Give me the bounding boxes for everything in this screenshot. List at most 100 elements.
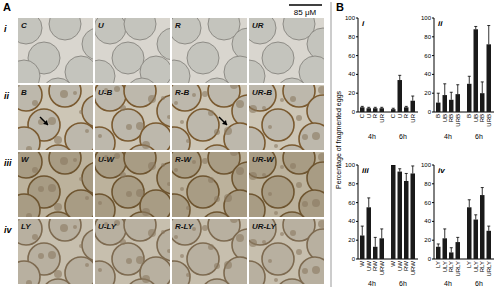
- debris: [98, 201, 102, 205]
- y-tick-label: 80: [424, 181, 431, 187]
- y-tick: [356, 55, 358, 56]
- y-tick: [432, 74, 434, 75]
- micrograph: [95, 152, 170, 217]
- debris: [262, 173, 266, 177]
- error-cap: [437, 93, 440, 94]
- error-bar: [380, 229, 383, 238]
- y-tick-label: 40: [424, 218, 431, 224]
- x-tick-label: UB: [442, 114, 448, 122]
- egg: [299, 56, 324, 83]
- error-bar: [380, 107, 383, 109]
- error-bar: [481, 82, 484, 93]
- error-bar: [374, 237, 377, 246]
- y-tick: [432, 240, 434, 241]
- egg: [95, 127, 115, 150]
- debris: [296, 249, 302, 255]
- x-tick-label: RW: [372, 261, 378, 271]
- error-line: [399, 169, 400, 172]
- debris: [236, 234, 244, 242]
- debris: [202, 158, 208, 164]
- debris: [48, 184, 56, 192]
- egg: [249, 18, 276, 44]
- y-tick-label: 0: [428, 256, 432, 262]
- image-label: UR-LY: [252, 222, 277, 231]
- egg: [262, 176, 294, 208]
- egg: [157, 162, 170, 194]
- image-label: W: [21, 155, 30, 164]
- image-label: R-B: [175, 88, 189, 97]
- egg: [126, 279, 158, 284]
- egg: [82, 162, 93, 194]
- debris: [224, 127, 232, 135]
- y-tick-label: 20: [348, 90, 355, 96]
- micrograph: [249, 219, 324, 284]
- error-line: [412, 96, 413, 101]
- egg: [232, 28, 247, 60]
- egg: [232, 95, 247, 127]
- egg: [65, 123, 93, 150]
- egg: [65, 190, 93, 217]
- egg: [95, 194, 115, 217]
- error-bar: [411, 166, 414, 174]
- bar: [456, 94, 461, 112]
- error-bar: [443, 84, 446, 95]
- debris: [142, 275, 150, 283]
- figure: A85 μMiCURURiiBU-BR-BUR-BiiiWU-WR-WUR-Wi…: [0, 0, 500, 289]
- error-cap: [468, 76, 471, 77]
- y-tick-label: 40: [424, 71, 431, 77]
- error-cap: [487, 25, 490, 26]
- y-tick: [432, 55, 434, 56]
- error-cap: [405, 173, 408, 174]
- debris: [312, 266, 320, 274]
- debris: [202, 225, 208, 231]
- egg: [18, 60, 40, 83]
- row-label: i: [4, 24, 7, 34]
- debris: [296, 115, 302, 121]
- error-bar: [456, 85, 459, 94]
- error-cap: [380, 107, 383, 108]
- error-cap: [367, 197, 370, 198]
- arrow-head: [43, 120, 48, 125]
- arrow-head: [222, 120, 227, 125]
- error-bar: [468, 200, 471, 208]
- debris: [54, 203, 62, 211]
- error-line: [362, 226, 363, 235]
- debris: [79, 110, 83, 114]
- egg: [49, 18, 81, 40]
- debris: [148, 95, 156, 103]
- error-bar: [411, 96, 414, 101]
- micrograph: [172, 152, 247, 217]
- divider: [331, 2, 332, 287]
- debris: [312, 132, 320, 140]
- bar: [373, 108, 378, 112]
- debris: [114, 86, 120, 92]
- bar: [436, 103, 441, 112]
- debris: [180, 120, 184, 124]
- egg: [224, 123, 247, 150]
- x-tick-label: URB: [455, 114, 461, 127]
- error-bar: [367, 198, 370, 207]
- debris: [136, 122, 144, 130]
- y-tick: [356, 259, 358, 260]
- y-tick-label: 20: [348, 237, 355, 243]
- debris: [214, 129, 220, 135]
- egg: [65, 56, 93, 83]
- y-tick: [356, 240, 358, 241]
- egg: [224, 56, 247, 83]
- error-line: [475, 26, 476, 29]
- egg: [95, 85, 126, 111]
- x-tick-label: R: [372, 113, 378, 118]
- error-line: [399, 75, 400, 80]
- debris: [312, 199, 320, 207]
- error-line: [488, 26, 489, 45]
- egg: [201, 212, 233, 217]
- debris: [79, 177, 83, 181]
- group-label: 6h: [399, 133, 407, 140]
- debris: [54, 136, 62, 144]
- egg: [126, 78, 158, 83]
- egg: [187, 42, 219, 74]
- egg: [124, 85, 156, 107]
- egg: [299, 190, 324, 217]
- egg: [172, 127, 190, 150]
- x-tick-label: U: [397, 114, 403, 118]
